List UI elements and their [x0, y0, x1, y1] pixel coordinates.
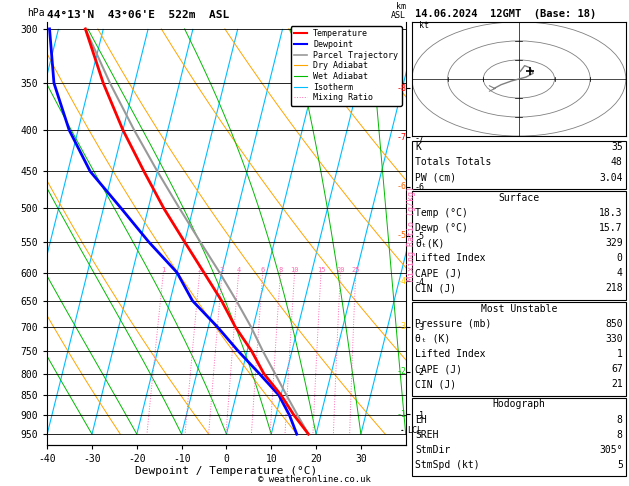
- Text: 8: 8: [617, 415, 623, 425]
- Text: StmSpd (kt): StmSpd (kt): [415, 460, 480, 470]
- Text: Lifted Index: Lifted Index: [415, 253, 486, 263]
- Text: SREH: SREH: [415, 430, 438, 440]
- Text: 48: 48: [611, 157, 623, 168]
- Text: EH: EH: [415, 415, 427, 425]
- Text: 850: 850: [605, 319, 623, 329]
- Text: -4: -4: [396, 277, 406, 286]
- Text: 8: 8: [279, 267, 282, 273]
- Text: -5: -5: [396, 231, 406, 240]
- Text: 10: 10: [291, 267, 299, 273]
- Text: Most Unstable: Most Unstable: [481, 304, 557, 314]
- Text: 18.3: 18.3: [599, 208, 623, 218]
- Text: θₜ(K): θₜ(K): [415, 238, 445, 248]
- Text: 67: 67: [611, 364, 623, 374]
- Text: 6: 6: [260, 267, 265, 273]
- Text: CAPE (J): CAPE (J): [415, 268, 462, 278]
- Text: Lifted Index: Lifted Index: [415, 349, 486, 359]
- Text: K: K: [415, 142, 421, 153]
- Text: CAPE (J): CAPE (J): [415, 364, 462, 374]
- Text: 21: 21: [611, 379, 623, 389]
- Text: 20: 20: [336, 267, 345, 273]
- Text: Pressure (mb): Pressure (mb): [415, 319, 491, 329]
- Text: CIN (J): CIN (J): [415, 379, 456, 389]
- Text: -1: -1: [396, 410, 406, 419]
- Text: 305°: 305°: [599, 445, 623, 455]
- Text: 44°13'N  43°06'E  522m  ASL: 44°13'N 43°06'E 522m ASL: [47, 10, 230, 20]
- Text: CIN (J): CIN (J): [415, 283, 456, 294]
- Text: 3.04: 3.04: [599, 173, 623, 183]
- Text: 0: 0: [617, 253, 623, 263]
- Text: -6: -6: [396, 182, 406, 191]
- Text: 14.06.2024  12GMT  (Base: 18): 14.06.2024 12GMT (Base: 18): [415, 9, 596, 19]
- Text: 15: 15: [317, 267, 325, 273]
- Text: 5: 5: [617, 460, 623, 470]
- Text: 2: 2: [198, 267, 202, 273]
- X-axis label: Dewpoint / Temperature (°C): Dewpoint / Temperature (°C): [135, 467, 318, 476]
- Text: 218: 218: [605, 283, 623, 294]
- Text: hPa: hPa: [28, 8, 45, 17]
- Text: Hodograph: Hodograph: [493, 399, 545, 410]
- Text: kt: kt: [419, 20, 429, 30]
- Text: StmDir: StmDir: [415, 445, 450, 455]
- Text: Totals Totals: Totals Totals: [415, 157, 491, 168]
- Text: 329: 329: [605, 238, 623, 248]
- Text: Mixing Ratio (g/kg): Mixing Ratio (g/kg): [408, 186, 416, 281]
- Text: Temp (°C): Temp (°C): [415, 208, 468, 218]
- Text: 35: 35: [611, 142, 623, 153]
- Text: 330: 330: [605, 334, 623, 344]
- Text: km
ASL: km ASL: [391, 2, 406, 20]
- Text: Surface: Surface: [498, 193, 540, 203]
- Legend: Temperature, Dewpoint, Parcel Trajectory, Dry Adiabat, Wet Adiabat, Isotherm, Mi: Temperature, Dewpoint, Parcel Trajectory…: [291, 26, 401, 105]
- Text: LCL: LCL: [407, 426, 422, 435]
- Text: -2: -2: [396, 367, 406, 376]
- Text: Dewp (°C): Dewp (°C): [415, 223, 468, 233]
- Text: -7: -7: [396, 133, 406, 141]
- Text: -8: -8: [396, 84, 406, 92]
- Text: θₜ (K): θₜ (K): [415, 334, 450, 344]
- Text: 25: 25: [352, 267, 360, 273]
- Text: 1: 1: [617, 349, 623, 359]
- Text: -3: -3: [396, 322, 406, 331]
- Text: 4: 4: [617, 268, 623, 278]
- Text: 15.7: 15.7: [599, 223, 623, 233]
- Text: 8: 8: [617, 430, 623, 440]
- Text: 1: 1: [161, 267, 165, 273]
- Text: 4: 4: [237, 267, 241, 273]
- Text: 3: 3: [220, 267, 225, 273]
- Text: © weatheronline.co.uk: © weatheronline.co.uk: [258, 474, 371, 484]
- Text: PW (cm): PW (cm): [415, 173, 456, 183]
